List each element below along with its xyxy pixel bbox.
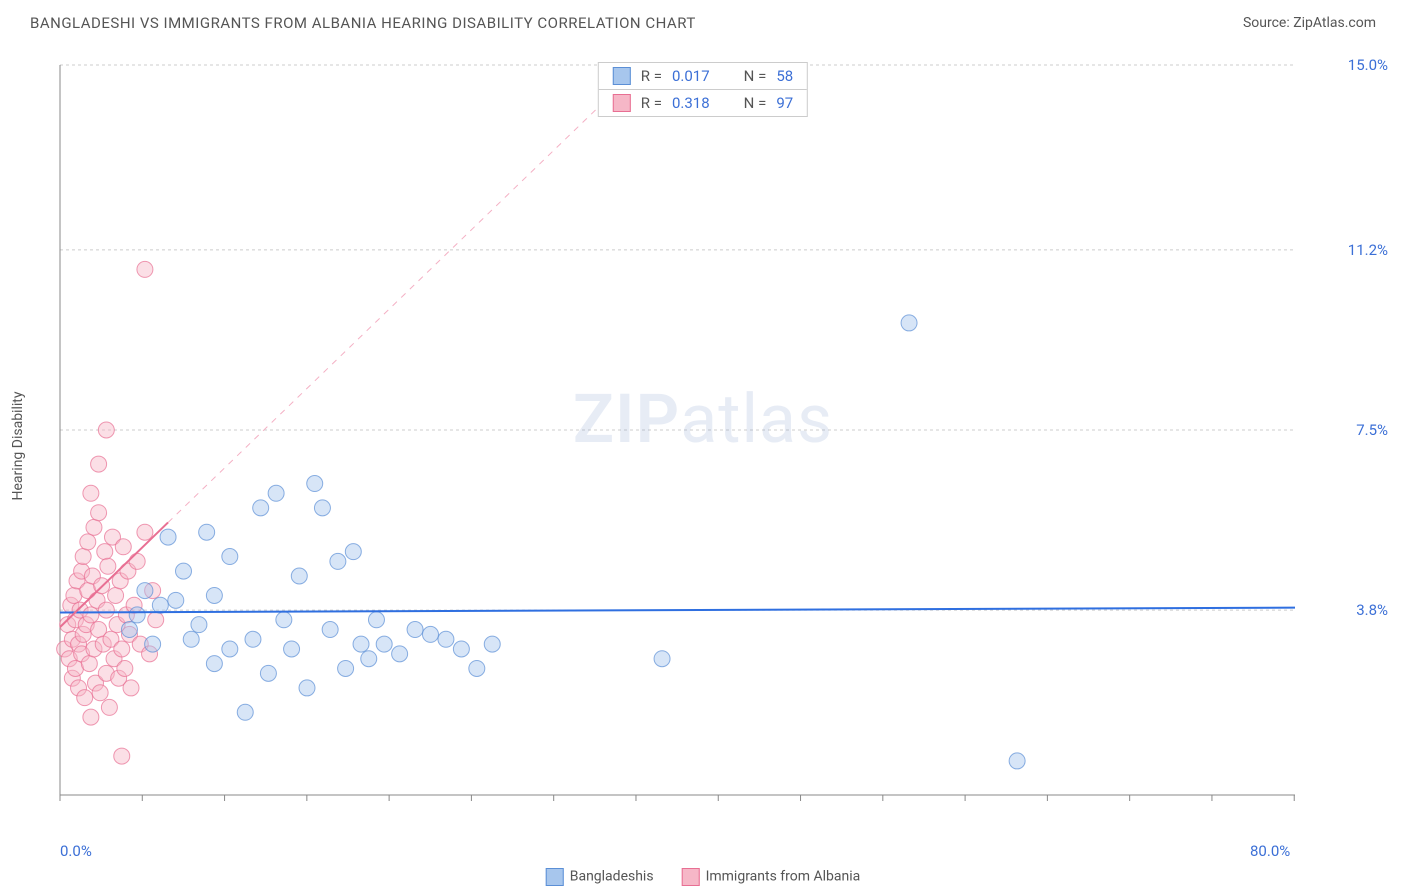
chart-header: BANGLADESHI VS IMMIGRANTS FROM ALBANIA H… — [0, 0, 1406, 40]
legend-item: Immigrants from Albania — [682, 868, 861, 886]
stat-r-label: R = — [641, 67, 662, 85]
stat-n-value: 97 — [776, 94, 793, 112]
y-axis-label: Hearing Disability — [10, 392, 26, 501]
chart-source: Source: ZipAtlas.com — [1243, 15, 1376, 31]
legend-swatch — [546, 868, 564, 886]
stat-r-label: R = — [641, 94, 662, 112]
y-tick-label: 3.8% — [1356, 601, 1388, 619]
legend-swatch — [682, 868, 700, 886]
chart-title: BANGLADESHI VS IMMIGRANTS FROM ALBANIA H… — [30, 14, 696, 32]
stat-n-label: N = — [744, 94, 767, 112]
legend: Bangladeshis Immigrants from Albania — [546, 868, 861, 886]
x-tick-label: 0.0% — [60, 842, 92, 860]
stat-n-label: N = — [744, 67, 767, 85]
scatter-chart — [55, 55, 1345, 825]
stats-swatch — [613, 94, 631, 112]
stats-row: R = 0.017 N = 58 — [599, 63, 807, 90]
legend-label: Bangladeshis — [570, 869, 654, 885]
stat-n-value: 58 — [776, 67, 793, 85]
chart-container — [55, 55, 1345, 825]
correlation-stats-box: R = 0.017 N = 58 R = 0.318 N = 97 — [598, 62, 808, 117]
x-tick-label: 80.0% — [1250, 842, 1290, 860]
legend-item: Bangladeshis — [546, 868, 654, 886]
stats-swatch — [613, 67, 631, 85]
stat-r-value: 0.017 — [672, 67, 710, 85]
stat-r-value: 0.318 — [672, 94, 710, 112]
stats-row: R = 0.318 N = 97 — [599, 90, 807, 116]
y-tick-label: 7.5% — [1356, 421, 1388, 439]
y-tick-label: 15.0% — [1348, 56, 1388, 74]
legend-label: Immigrants from Albania — [706, 869, 861, 885]
y-tick-label: 11.2% — [1348, 241, 1388, 259]
